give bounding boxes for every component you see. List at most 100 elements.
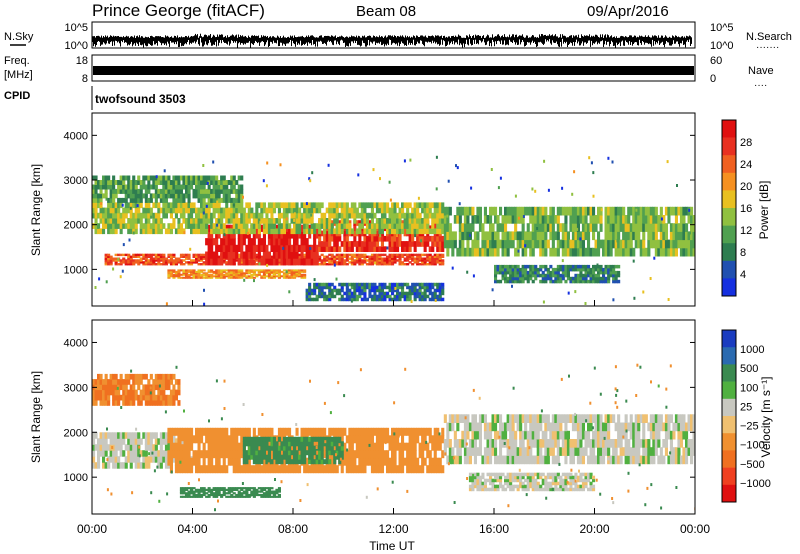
noise-sample [138,37,139,46]
power-cell [654,247,658,257]
power-cell [368,294,372,299]
power-cell [217,270,221,273]
power-cell [541,276,545,281]
noise-sample [590,37,591,47]
power-cell [330,212,334,219]
power-cell [519,276,523,281]
power-speckle [420,239,423,243]
power-cell [215,238,219,246]
noise-sample [177,35,178,42]
power-cell [536,270,540,275]
noise-sample [510,37,511,42]
velocity-cell [210,465,214,474]
velocity-cell [245,450,249,456]
velocity-cell [210,435,214,444]
colorbar-tick-label: 16 [740,203,752,215]
noise-sample [106,36,107,44]
power-cell [614,279,618,284]
power-cell [162,184,166,190]
power-cell [411,241,415,247]
velocity-cell [149,450,153,457]
power-cell [240,218,244,224]
power-cell [265,258,269,266]
power-cell [544,264,548,269]
power-cell [215,180,219,185]
power-cell [375,202,379,209]
power-cell [589,215,593,224]
power-cell [544,223,548,232]
velocity-cell [149,438,153,445]
power-cell [370,246,374,252]
power-cell [217,202,221,209]
power-cell [190,223,194,229]
power-cell [325,246,329,252]
noise-sample [271,37,272,43]
power-cell [262,251,266,259]
velocity-cell [227,457,231,466]
velocity-cell [144,438,148,445]
power-cell [212,251,216,259]
power-cell [544,239,548,249]
velocity-cell [436,457,440,466]
power-cell [408,253,412,257]
velocity-cell [107,456,111,463]
power-speckle [455,164,457,168]
power-cell [438,263,442,266]
power-cell [157,202,161,209]
power-cell [328,261,332,264]
noise-sample [402,35,403,44]
noise-sample [556,36,557,42]
power-cell [634,223,638,232]
power-cell [205,188,209,194]
power-cell [566,247,570,257]
power-cell [179,188,183,194]
velocity-cell [310,465,314,474]
power-cell [539,267,543,272]
power-cell [290,212,294,219]
power-cell [411,228,415,235]
velocity-cell [340,427,344,436]
velocity-cell [406,427,410,436]
velocity-cell [235,457,239,466]
power-cell [378,291,382,296]
power-cell [654,223,658,232]
noise-sample [582,36,583,42]
power-cell [109,202,113,209]
noise-sample [159,36,160,42]
velocity-cell [355,427,359,436]
noise-sample [186,36,187,45]
velocity-cell [149,456,153,463]
velocity-cell [164,432,168,439]
power-cell [310,202,314,209]
noise-sample [477,35,478,44]
noise-sample [598,37,599,43]
power-cell [426,253,430,257]
power-cell [235,272,239,275]
power-cell [265,218,269,224]
power-cell [514,270,518,275]
power-cell [373,285,377,290]
power-cell [476,206,480,216]
power-cell [320,230,324,237]
power-cell [328,282,332,287]
noise-sample [684,36,685,45]
power-cell [215,202,219,209]
power-cell [127,193,131,199]
power-cell [423,282,427,287]
power-cell [220,175,224,181]
noise-sample [595,34,596,43]
power-cell [637,206,641,216]
velocity-cell [380,465,384,474]
noise-sample [536,37,537,47]
noise-sample [285,37,286,46]
power-cell [398,261,402,264]
noise-sample [463,37,464,44]
power-cell [561,239,565,249]
power-cell [516,239,520,249]
noise-sample [639,35,640,40]
power-cell [401,228,405,235]
power-cell [305,258,309,266]
power-cell [421,241,425,247]
power-cell [604,223,608,232]
power-cell [252,263,256,266]
